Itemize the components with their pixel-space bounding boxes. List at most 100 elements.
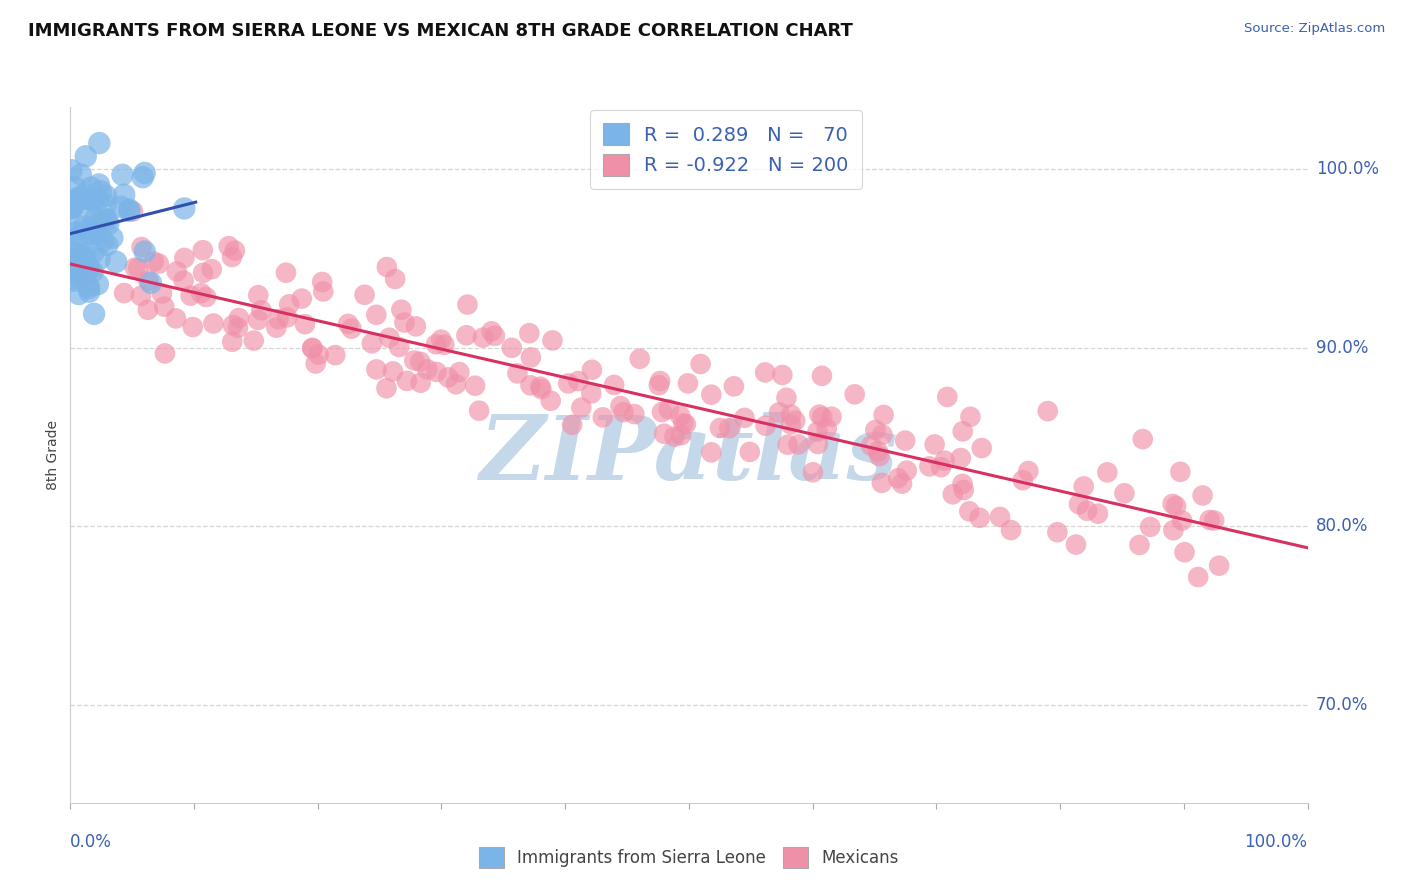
- Point: [952, 425, 974, 439]
- Point: [1187, 570, 1209, 584]
- Point: [517, 326, 540, 341]
- Point: [66, 257, 89, 271]
- Point: [1171, 514, 1194, 528]
- Point: [894, 434, 917, 448]
- Point: [652, 426, 675, 441]
- Point: [581, 386, 603, 401]
- Point: [557, 376, 579, 391]
- Point: [89, 213, 111, 227]
- Point: [67, 244, 90, 258]
- Point: [664, 430, 686, 444]
- Point: [96, 198, 118, 212]
- Point: [180, 288, 202, 302]
- Point: [153, 300, 176, 314]
- Point: [775, 391, 797, 405]
- Point: [811, 368, 834, 383]
- Point: [118, 203, 141, 218]
- Point: [623, 407, 645, 421]
- Point: [776, 438, 799, 452]
- Point: [82, 194, 104, 208]
- Point: [148, 257, 170, 271]
- Point: [891, 476, 914, 491]
- Point: [124, 260, 146, 275]
- Point: [77, 261, 100, 276]
- Point: [60, 201, 83, 215]
- Point: [669, 409, 692, 423]
- Point: [872, 408, 894, 422]
- Point: [456, 297, 478, 311]
- Point: [1163, 523, 1185, 537]
- Point: [384, 272, 406, 286]
- Point: [409, 376, 432, 390]
- Point: [1017, 464, 1039, 478]
- Point: [569, 401, 592, 415]
- Point: [83, 245, 105, 260]
- Point: [278, 297, 301, 311]
- Point: [222, 318, 245, 333]
- Point: [94, 189, 117, 203]
- Point: [738, 445, 761, 459]
- Point: [305, 357, 328, 371]
- Point: [1173, 545, 1195, 559]
- Point: [1000, 523, 1022, 537]
- Point: [132, 170, 155, 185]
- Point: [266, 320, 288, 334]
- Point: [63, 245, 86, 260]
- Point: [67, 190, 90, 204]
- Point: [988, 509, 1011, 524]
- Point: [73, 219, 96, 234]
- Point: [484, 328, 506, 343]
- Point: [1170, 465, 1192, 479]
- Point: [323, 348, 346, 362]
- Point: [1076, 504, 1098, 518]
- Point: [471, 331, 494, 345]
- Point: [425, 337, 447, 351]
- Point: [628, 351, 651, 366]
- Point: [780, 417, 803, 432]
- Point: [173, 251, 195, 265]
- Point: [785, 414, 807, 428]
- Point: [242, 334, 264, 348]
- Point: [820, 409, 842, 424]
- Point: [464, 378, 486, 392]
- Point: [63, 180, 86, 194]
- Point: [361, 336, 384, 351]
- Point: [221, 334, 243, 349]
- Point: [224, 244, 246, 258]
- Point: [780, 408, 803, 422]
- Point: [1067, 497, 1090, 511]
- Point: [136, 274, 159, 288]
- Point: [734, 410, 756, 425]
- Point: [567, 374, 589, 388]
- Point: [449, 365, 471, 379]
- Point: [94, 212, 117, 227]
- Point: [312, 285, 335, 299]
- Point: [62, 272, 84, 286]
- Point: [1012, 473, 1035, 487]
- Point: [75, 247, 97, 261]
- Point: [658, 402, 681, 417]
- Point: [84, 211, 107, 226]
- Point: [294, 317, 316, 331]
- Point: [228, 311, 250, 326]
- Point: [96, 212, 118, 227]
- Point: [190, 286, 212, 301]
- Point: [872, 427, 894, 442]
- Point: [87, 178, 110, 192]
- Text: 90.0%: 90.0%: [1316, 339, 1368, 357]
- Point: [65, 225, 87, 239]
- Point: [166, 264, 188, 278]
- Point: [77, 285, 100, 299]
- Point: [110, 200, 132, 214]
- Point: [1191, 488, 1213, 502]
- Point: [808, 408, 831, 422]
- Point: [63, 274, 86, 288]
- Point: [84, 227, 107, 241]
- Point: [430, 333, 453, 347]
- Point: [1087, 507, 1109, 521]
- Point: [366, 362, 388, 376]
- Point: [76, 192, 98, 206]
- Point: [112, 286, 135, 301]
- Point: [865, 423, 887, 437]
- Point: [89, 136, 111, 150]
